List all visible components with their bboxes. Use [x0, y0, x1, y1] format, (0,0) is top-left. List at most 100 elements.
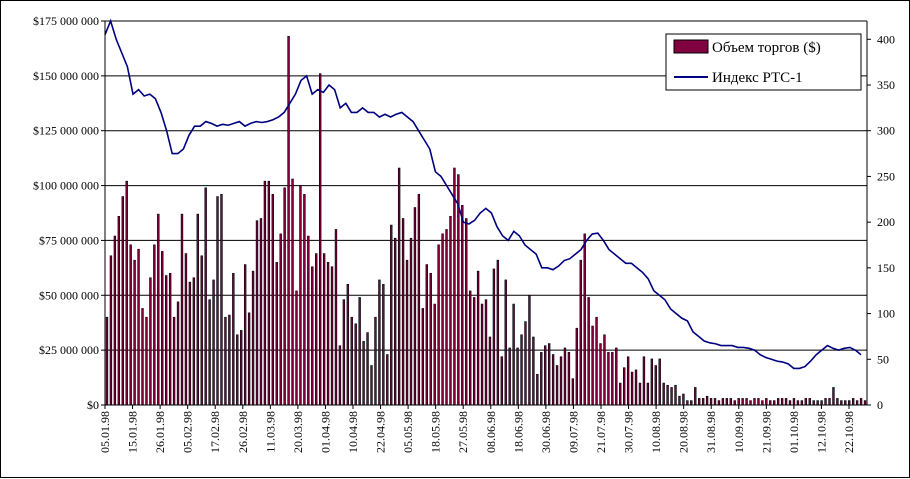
x-tick-label: 17.02.98	[208, 411, 222, 453]
volume-bar	[765, 398, 768, 406]
volume-bar	[472, 297, 476, 406]
volume-bar	[196, 213, 199, 406]
left-tick-label: $175 000 000	[33, 14, 99, 28]
x-tick-label: 22.10.98	[842, 411, 856, 453]
volume-bar	[362, 341, 365, 406]
volume-bar	[828, 398, 831, 406]
volume-bar	[429, 273, 432, 406]
volume-bar	[840, 400, 843, 406]
volume-bar	[449, 215, 452, 406]
volume-bar	[670, 387, 673, 406]
volume-bar	[721, 398, 725, 406]
right-tick-label: 0	[877, 398, 883, 412]
x-tick-label: 20.08.98	[677, 411, 691, 453]
right-tick-label: 100	[877, 307, 895, 321]
volume-bar	[567, 352, 571, 406]
volume-bar	[583, 233, 586, 406]
volume-bar	[437, 244, 440, 406]
volume-bar	[476, 270, 480, 406]
volume-bar	[484, 299, 488, 406]
volume-bar	[263, 180, 267, 406]
volume-bar	[374, 316, 377, 406]
volume-bar	[370, 365, 373, 406]
volume-bar	[816, 400, 819, 406]
volume-bar	[638, 382, 642, 406]
volume-bar	[311, 266, 314, 406]
volume-bar	[149, 277, 152, 406]
x-tick-label: 05.05.98	[401, 411, 415, 453]
volume-bar	[773, 400, 776, 406]
volume-bar	[528, 294, 531, 406]
volume-bar	[836, 398, 839, 406]
left-tick-label: $50 000 000	[39, 288, 99, 302]
volume-bar	[520, 334, 523, 406]
volume-bar	[417, 194, 421, 406]
volume-bar	[172, 316, 176, 406]
x-tick-label: 12.10.98	[814, 411, 828, 453]
volume-bar	[243, 264, 247, 406]
volume-bar	[844, 400, 847, 406]
volume-bar	[267, 180, 271, 406]
volume-bar	[761, 400, 764, 406]
volume-bar	[603, 334, 606, 406]
volume-bar	[461, 205, 464, 406]
volume-bar	[176, 301, 180, 406]
volume-bar	[662, 382, 665, 406]
volume-bar	[441, 233, 444, 406]
right-tick-label: 50	[877, 352, 889, 366]
x-tick-label: 18.06.98	[511, 411, 525, 453]
volume-bar	[212, 279, 215, 406]
volume-bar	[413, 207, 417, 406]
right-tick-label: 350	[877, 78, 895, 92]
volume-bar	[745, 398, 748, 406]
volume-bar	[769, 400, 772, 406]
volume-bar	[334, 229, 338, 406]
volume-bar	[480, 303, 484, 406]
x-tick-label: 08.06.98	[484, 411, 498, 453]
volume-bar	[180, 213, 184, 406]
left-tick-label: $75 000 000	[39, 233, 99, 247]
volume-bar	[342, 299, 346, 406]
x-tick-label: 18.05.98	[429, 411, 443, 453]
volume-bar	[741, 398, 744, 406]
volume-bar	[307, 235, 310, 406]
volume-bar	[611, 352, 614, 406]
volume-bar	[401, 218, 405, 406]
volume-bar	[694, 387, 697, 406]
legend-label-volume: Объем торгов ($)	[712, 40, 821, 56]
volume-bar	[397, 167, 401, 406]
volume-bar	[271, 194, 274, 406]
volume-bar	[698, 398, 701, 406]
volume-bar	[465, 218, 468, 406]
volume-bar	[338, 345, 342, 406]
volume-bar	[117, 215, 121, 406]
volume-bar	[318, 73, 322, 406]
x-tick-label: 21.09.98	[759, 411, 773, 453]
volume-bar	[315, 253, 318, 406]
volume-bar	[524, 321, 527, 406]
volume-bar	[137, 248, 140, 406]
right-axis-ticks: 0 50 100 150 200 250 300 350 400	[867, 32, 895, 412]
volume-bar	[678, 395, 681, 406]
volume-bar	[733, 400, 736, 406]
volume-bar	[378, 279, 381, 406]
volume-bar	[587, 297, 590, 406]
volume-bar	[326, 262, 330, 406]
volume-bar	[536, 373, 539, 406]
volume-bar	[575, 327, 578, 406]
volume-bar	[516, 347, 519, 406]
volume-bar	[469, 290, 472, 406]
x-tick-label: 10.04.98	[346, 411, 360, 453]
grid-lines	[105, 20, 867, 351]
index-series-line	[104, 18, 862, 370]
volume-bar	[366, 332, 369, 406]
volume-bar	[240, 330, 243, 406]
volume-bar	[808, 398, 811, 406]
volume-bar	[563, 347, 567, 406]
volume-bar	[674, 384, 677, 406]
volume-bar	[354, 323, 357, 406]
volume-bar	[848, 400, 851, 406]
volume-bar	[275, 262, 278, 406]
volume-bar	[322, 253, 326, 406]
